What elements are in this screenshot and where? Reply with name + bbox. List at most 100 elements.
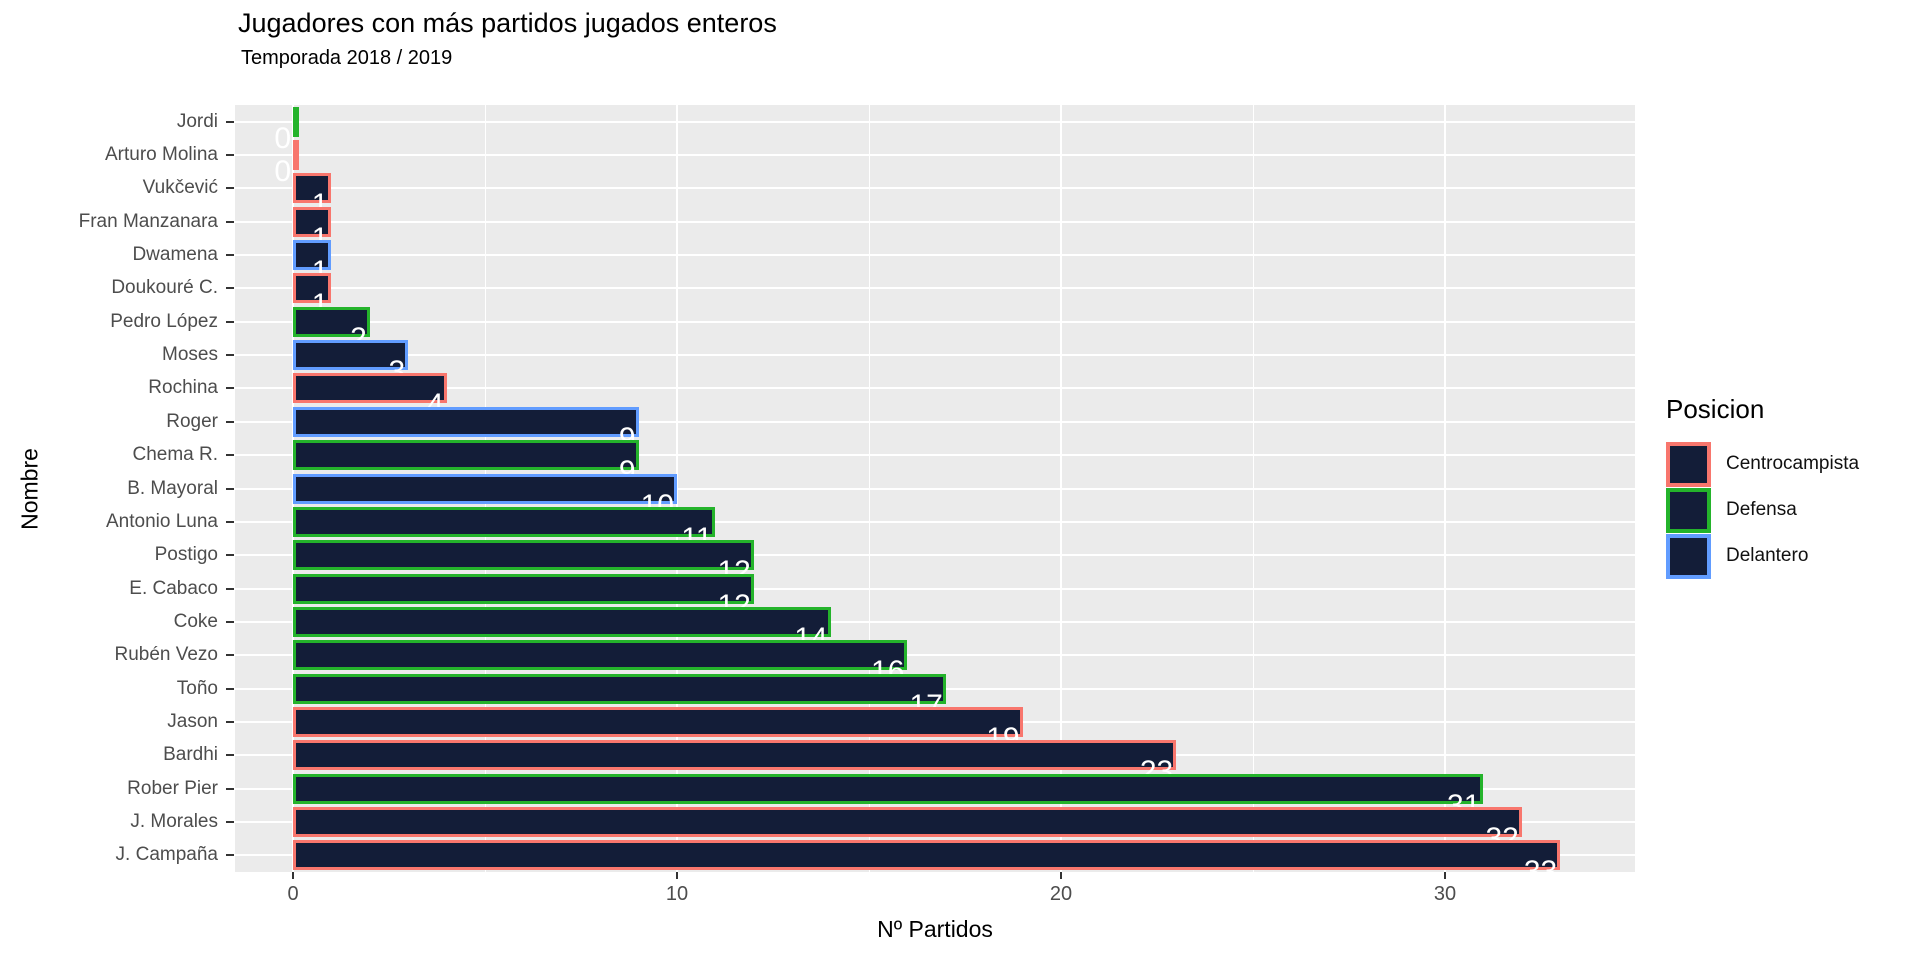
- bar: [293, 806, 1522, 837]
- bar: [293, 773, 1484, 804]
- plot-panel: 0 0 1 1 1 1 2 3 4 9 9 10 11 12 12 14 16 17 19 23 31 32 33: [235, 105, 1635, 872]
- y-axis-label: Arturo Molina: [105, 144, 218, 166]
- y-tick-mark: [226, 254, 234, 257]
- y-axis-label: J. Morales: [130, 810, 218, 832]
- bar: [293, 240, 332, 271]
- y-tick-mark: [226, 854, 234, 857]
- y-axis-label: Rubén Vezo: [114, 644, 218, 666]
- x-tick-mark: [292, 872, 294, 879]
- y-tick-mark: [226, 520, 234, 523]
- bar: [293, 473, 677, 504]
- x-tick-label: 20: [1049, 883, 1073, 905]
- bar: [293, 140, 299, 171]
- y-axis-label: Antonio Luna: [106, 510, 218, 532]
- y-axis-label: Chema R.: [132, 444, 218, 466]
- gridline-category: [235, 287, 1635, 290]
- bar: [293, 673, 946, 704]
- y-axis-label: Jordi: [176, 110, 218, 132]
- legend-item: Defensa: [1666, 487, 1859, 533]
- y-axis-label: Postigo: [154, 544, 218, 566]
- gridline-category: [235, 487, 1635, 490]
- legend-swatch: [1666, 441, 1711, 487]
- gridline-category: [235, 454, 1635, 457]
- bar: [293, 173, 332, 204]
- y-tick-mark: [226, 620, 234, 623]
- y-tick-mark: [226, 687, 234, 690]
- x-tick-mark: [1444, 872, 1446, 879]
- bar: [293, 306, 370, 337]
- legend-title: Posicion: [1666, 394, 1765, 424]
- y-tick-mark: [226, 654, 234, 657]
- bar: [293, 606, 831, 637]
- bar-value-label: 0: [274, 121, 291, 155]
- y-axis-label: Jason: [167, 710, 218, 732]
- y-tick-mark: [226, 720, 234, 723]
- bar: [293, 573, 754, 604]
- y-axis-label: Vukčević: [142, 177, 218, 199]
- gridline-category: [235, 554, 1635, 557]
- x-tick-label: 30: [1433, 883, 1457, 905]
- gridline-category: [235, 120, 1635, 123]
- bar: [293, 106, 299, 137]
- legend-items: Centrocampista Defensa Delantero: [1666, 441, 1859, 579]
- legend-swatch: [1666, 533, 1711, 579]
- bar: [293, 840, 1561, 871]
- y-tick-mark: [226, 787, 234, 790]
- gridline-category: [235, 354, 1635, 357]
- y-axis-label: J. Campaña: [115, 844, 218, 866]
- y-tick-mark: [226, 420, 234, 423]
- y-axis-label: Dwamena: [132, 244, 218, 266]
- bar: [293, 273, 332, 304]
- bar: [293, 540, 754, 571]
- gridline-category: [235, 320, 1635, 323]
- gridline-category: [235, 420, 1635, 423]
- y-tick-mark: [226, 220, 234, 223]
- bar: [293, 740, 1177, 771]
- legend: Posicion Centrocampista Defensa Delantero: [1666, 394, 1859, 579]
- x-tick-mark: [676, 872, 678, 879]
- gridline-category: [235, 187, 1635, 190]
- y-axis-title: Nombre: [16, 448, 43, 530]
- x-tick-label: 10: [665, 883, 689, 905]
- y-axis-label: Doukouré C.: [111, 277, 218, 299]
- y-tick-mark: [226, 754, 234, 757]
- gridline-category: [235, 254, 1635, 257]
- gridline-category: [235, 520, 1635, 523]
- y-axis-label: Rober Pier: [127, 777, 218, 799]
- y-tick-mark: [226, 587, 234, 590]
- y-tick-mark: [226, 387, 234, 390]
- y-axis-label: Coke: [173, 610, 218, 632]
- bar: [293, 506, 716, 537]
- bar: [293, 340, 409, 371]
- legend-swatch: [1666, 487, 1711, 533]
- y-tick-mark: [226, 120, 234, 123]
- y-tick-mark: [226, 320, 234, 323]
- bar: [293, 373, 447, 404]
- y-tick-mark: [226, 454, 234, 457]
- x-tick-label: 0: [287, 883, 299, 905]
- legend-item-label: Centrocampista: [1726, 453, 1860, 474]
- bar-value-label: 33: [1523, 855, 1558, 872]
- y-axis-label: Rochina: [148, 377, 218, 399]
- bar: [293, 706, 1023, 737]
- y-tick-mark: [226, 487, 234, 490]
- y-axis-label: E. Cabaco: [129, 577, 218, 599]
- y-tick-mark: [226, 154, 234, 157]
- y-tick-mark: [226, 354, 234, 357]
- gridline-category: [235, 620, 1635, 623]
- y-tick-mark: [226, 287, 234, 290]
- bar: [293, 640, 908, 671]
- legend-item: Centrocampista: [1666, 441, 1859, 487]
- plot-subtitle: Temporada 2018 / 2019: [241, 47, 453, 69]
- y-tick-mark: [226, 820, 234, 823]
- y-tick-mark: [226, 187, 234, 190]
- y-axis-label: Bardhi: [163, 744, 218, 766]
- gridline-category: [235, 220, 1635, 223]
- y-axis-label: Toño: [176, 677, 218, 699]
- legend-item-label: Defensa: [1726, 499, 1797, 520]
- bar-value-label: 0: [274, 155, 291, 189]
- gridline-category: [235, 387, 1635, 390]
- y-axis-label: Pedro López: [110, 310, 218, 332]
